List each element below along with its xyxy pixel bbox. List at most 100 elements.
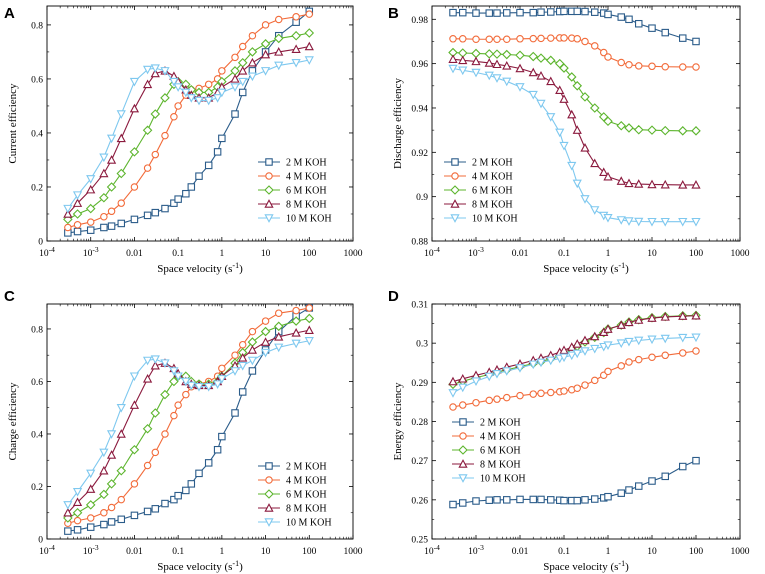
data-point xyxy=(625,15,633,24)
data-point xyxy=(213,445,222,454)
data-point xyxy=(204,459,213,467)
data-point xyxy=(142,373,153,383)
data-point xyxy=(691,180,701,189)
data-point xyxy=(182,486,190,495)
data-point xyxy=(648,353,656,362)
panel-A: A10-4 10-3 0.01 0.1 1 10 100 100000.20.40.60.8S… xyxy=(4,5,363,275)
data-point xyxy=(291,58,301,68)
x-axis-label-sup: -1 xyxy=(232,559,239,568)
legend-label: 6 M KOH xyxy=(286,186,327,197)
data-point xyxy=(161,131,169,140)
legend: 2 M KOH 4 M KOH 6 M KOH 8 M KOH 10 M KOH xyxy=(444,158,518,225)
data-point xyxy=(647,179,657,189)
data-point xyxy=(218,364,226,373)
series-4-m-koh xyxy=(449,347,700,411)
data-point xyxy=(106,430,117,439)
data-point xyxy=(238,77,248,87)
legend-label: 10 M KOH xyxy=(480,474,526,485)
y-tick-label: 0.8 xyxy=(31,21,43,31)
data-point xyxy=(635,482,643,490)
data-point xyxy=(231,409,239,417)
data-point xyxy=(194,96,204,106)
data-point xyxy=(591,376,599,385)
y-tick-label: 0.31 xyxy=(411,301,428,311)
data-point xyxy=(106,155,117,164)
data-point xyxy=(151,505,160,513)
data-point xyxy=(195,172,203,180)
data-point xyxy=(547,388,555,397)
data-point xyxy=(142,356,153,366)
data-point xyxy=(130,480,139,488)
data-point xyxy=(247,47,258,57)
legend-label: 8 M KOH xyxy=(286,504,327,515)
data-point xyxy=(492,49,502,59)
data-point xyxy=(503,35,511,44)
data-point xyxy=(291,328,301,337)
data-point xyxy=(273,33,284,44)
data-point xyxy=(181,88,191,98)
x-axis-label: Space velocity (s-1) xyxy=(543,559,629,573)
data-point xyxy=(536,99,546,109)
data-point xyxy=(471,68,481,78)
data-point xyxy=(248,367,257,375)
y-tick-label: 0.4 xyxy=(31,129,43,139)
data-point xyxy=(449,500,457,509)
y-tick-label: 0.6 xyxy=(31,378,43,388)
data-point xyxy=(634,179,644,188)
data-point xyxy=(516,391,524,400)
data-point xyxy=(106,479,117,489)
data-point xyxy=(151,150,160,159)
data-point xyxy=(99,465,109,475)
data-point xyxy=(648,477,656,485)
data-point xyxy=(292,13,300,21)
data-point xyxy=(186,94,196,103)
x-axis-label: Space velocity (s-1) xyxy=(157,261,243,275)
x-tick-label: 0.01 xyxy=(126,547,143,557)
x-tick-exponent: -3 xyxy=(478,245,484,254)
data-point xyxy=(661,28,669,37)
data-point xyxy=(117,495,126,504)
data-point xyxy=(248,327,257,336)
data-point xyxy=(635,19,643,28)
x-tick-base: 1000 xyxy=(731,249,750,259)
data-point xyxy=(624,317,634,327)
legend-label: 4 M KOH xyxy=(286,172,327,183)
data-point xyxy=(581,496,589,504)
data-point xyxy=(515,50,525,60)
data-point xyxy=(660,312,670,321)
x-tick-label: 1 xyxy=(606,249,611,259)
x-tick-label: 10 xyxy=(647,547,657,557)
data-point xyxy=(116,465,127,476)
data-point xyxy=(238,42,247,51)
series-2-m-koh xyxy=(449,456,700,509)
data-point xyxy=(624,217,634,226)
data-point xyxy=(537,8,545,16)
x-tick-label: 10 xyxy=(261,547,271,557)
x-tick-base: 0.1 xyxy=(558,547,570,557)
x-tick-label: 10 xyxy=(647,249,657,259)
data-point xyxy=(72,209,83,219)
series-2-m-koh xyxy=(449,7,700,46)
data-point xyxy=(260,49,271,59)
legend-marker xyxy=(450,199,460,208)
x-tick-label: 1000 xyxy=(344,547,363,557)
data-point xyxy=(692,37,700,46)
data-point xyxy=(213,148,222,156)
x-axis-label-text: Space velocity (s xyxy=(157,561,232,573)
data-point xyxy=(230,367,240,376)
data-point xyxy=(238,65,248,75)
data-point xyxy=(143,211,152,220)
data-point xyxy=(647,313,657,322)
x-tick-base: 0.1 xyxy=(558,249,570,259)
data-point xyxy=(660,217,670,227)
data-point xyxy=(160,93,170,103)
x-tick-label: 1000 xyxy=(344,249,363,259)
x-axis-label-text: Space velocity (s xyxy=(157,263,232,275)
data-point xyxy=(581,7,589,16)
legend-label: 6 M KOH xyxy=(472,186,513,197)
x-tick-base: 10 xyxy=(424,249,434,259)
data-point xyxy=(291,44,301,53)
data-point xyxy=(130,183,139,191)
data-point xyxy=(85,203,96,214)
x-tick-base: 1 xyxy=(219,547,224,557)
